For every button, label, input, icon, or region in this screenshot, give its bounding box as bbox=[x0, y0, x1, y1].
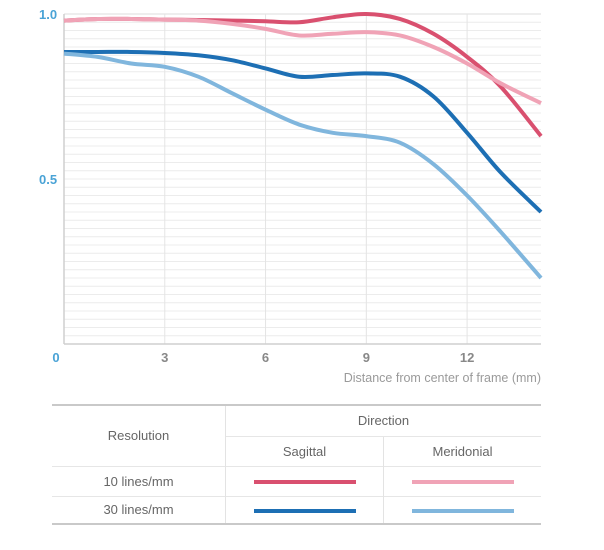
x-tick-label: 9 bbox=[363, 350, 370, 365]
x-tick-label: 3 bbox=[161, 350, 168, 365]
legend-table: Resolution Direction Sagittal Meridonial… bbox=[52, 404, 541, 525]
sagittal-header: Sagittal bbox=[225, 435, 384, 466]
legend-row-30: 30 lines/mm bbox=[52, 495, 541, 525]
chart-axes bbox=[63, 14, 541, 345]
swatch-10-sagittal bbox=[253, 480, 356, 485]
x-axis-label: Distance from center of frame (mm) bbox=[344, 371, 541, 385]
legend-row-label: 10 lines/mm bbox=[52, 465, 226, 496]
swatch-30-meridonial bbox=[411, 508, 514, 513]
x-tick-label: 6 bbox=[262, 350, 269, 365]
chart-grid bbox=[64, 13, 541, 344]
y-tick-label: 1.0 bbox=[39, 7, 57, 22]
legend-row-10: 10 lines/mm bbox=[52, 465, 541, 496]
series-line-10-lines-mm-meridonial bbox=[63, 16, 542, 105]
mtf-chart: 0 3 6 9 12 0.5 1.0 Distance from center of fra… bbox=[39, 7, 543, 385]
resolution-header: Resolution bbox=[52, 404, 226, 466]
y-tick-label: 0.5 bbox=[39, 172, 57, 187]
x-tick-label: 0 bbox=[52, 350, 59, 365]
x-tick-label: 12 bbox=[460, 350, 474, 365]
meridonial-header: Meridonial bbox=[383, 435, 541, 466]
direction-header: Direction bbox=[225, 404, 541, 436]
swatch-30-sagittal bbox=[253, 508, 356, 513]
chart-series bbox=[63, 11, 543, 280]
legend-row-label: 30 lines/mm bbox=[52, 495, 226, 525]
chart-ticks: 0 3 6 9 12 0.5 1.0 bbox=[39, 7, 474, 365]
series-line-30-lines-mm-meridonial bbox=[63, 51, 543, 280]
swatch-10-meridonial bbox=[411, 480, 514, 485]
series-line-30-lines-mm-sagittal bbox=[63, 49, 543, 214]
